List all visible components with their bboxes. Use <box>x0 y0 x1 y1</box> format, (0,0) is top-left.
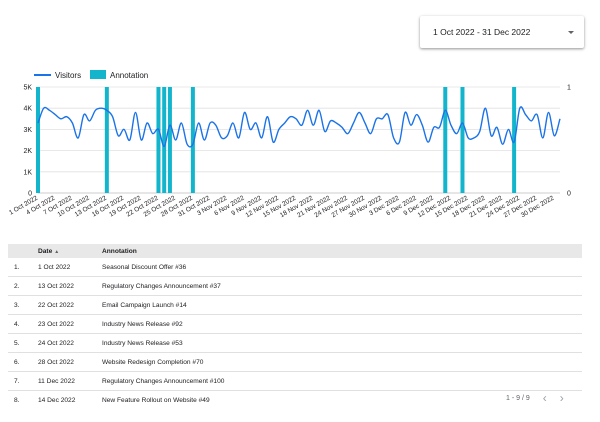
y-tick-label: 1K <box>23 169 32 176</box>
annotation-bar <box>156 87 161 193</box>
y-axis-labels: 0 1K 2K 3K 4K 5K <box>23 85 32 198</box>
table-row: 1. 1 Oct 2022 Seasonal Discount Offer #36 <box>8 258 582 277</box>
table-body: 1. 1 Oct 2022 Seasonal Discount Offer #36 2… <box>8 258 582 406</box>
chart-grid <box>38 86 560 194</box>
row-date: 14 Dec 2022 <box>38 396 76 404</box>
y-tick-label: 4K <box>23 106 32 113</box>
row-date: 11 Dec 2022 <box>38 377 75 385</box>
row-date: 28 Oct 2022 <box>38 358 74 366</box>
sort-ascending-icon: ▲ <box>54 248 60 255</box>
y-tick-label: 5K <box>23 85 32 92</box>
row-annotation: Seasonal Discount Offer #36 <box>102 263 187 271</box>
row-index: 7. <box>14 377 20 385</box>
row-index: 2. <box>14 282 20 290</box>
row-index: 1. <box>14 263 20 271</box>
date-column-header[interactable]: Date ▲ <box>38 247 60 255</box>
next-page-icon[interactable]: › <box>559 391 564 405</box>
chart-legend: Visitors Annotation <box>34 70 148 80</box>
annotation-bar <box>36 87 40 193</box>
pagination-label: 1 - 9 / 9 <box>506 394 530 402</box>
row-index: 8. <box>14 396 20 404</box>
legend-visitors-label: Visitors <box>55 71 81 80</box>
table-header: Date ▲ Annotation <box>8 244 582 258</box>
legend-annotation-label: Annotation <box>110 71 148 80</box>
annotation-bars <box>36 87 517 193</box>
date-range-label: 1 Oct 2022 - 31 Dec 2022 <box>433 27 531 37</box>
row-date: 1 Oct 2022 <box>38 263 71 271</box>
annotation-bar <box>190 87 195 193</box>
row-index: 4. <box>14 320 20 328</box>
annotation-bar <box>443 87 448 193</box>
row-date: 24 Oct 2022 <box>38 339 74 347</box>
row-annotation: Email Campaign Launch #14 <box>102 301 187 309</box>
annotation-bar <box>104 87 109 193</box>
legend-annotation-swatch <box>90 70 106 79</box>
row-annotation: Regulatory Changes Announcement #100 <box>102 377 225 385</box>
annotation-bar <box>162 87 167 193</box>
visitors-line <box>37 106 561 148</box>
row-date: 22 Oct 2022 <box>38 301 74 309</box>
row-annotation: Website Redesign Completion #70 <box>102 358 204 366</box>
annotation-column-header[interactable]: Annotation <box>102 247 137 255</box>
table-row: 6. 28 Oct 2022 Website Redesign Completion… <box>8 353 582 372</box>
row-index: 6. <box>14 358 20 366</box>
table-row: 4. 23 Oct 2022 Industry News Release #92 <box>8 315 582 334</box>
y-tick-label: 0 <box>28 191 32 198</box>
annotations-table: Date ▲ Annotation 1. 1 Oct 2022 Seasonal Di… <box>8 244 582 406</box>
y-tick-label: 3K <box>23 127 32 134</box>
table-row: 8. 14 Dec 2022 New Feature Rollout on Webs… <box>8 391 582 406</box>
row-index: 5. <box>14 339 20 347</box>
row-date: 13 Oct 2022 <box>38 282 74 290</box>
annotation-bar <box>167 87 172 193</box>
row-annotation: Industry News Release #92 <box>102 320 183 328</box>
row-annotation: Regulatory Changes Announcement #37 <box>102 282 221 290</box>
y2-tick-label: 1 <box>567 85 571 92</box>
table-row: 3. 22 Oct 2022 Email Campaign Launch #14 <box>8 296 582 315</box>
pagination: 1 - 9 / 9 ‹ › <box>506 391 564 405</box>
row-annotation: Industry News Release #53 <box>102 339 183 347</box>
row-annotation: New Feature Rollout on Website #49 <box>102 396 210 404</box>
date-range-picker[interactable]: 1 Oct 2022 - 31 Dec 2022 <box>420 16 584 48</box>
table-row: 2. 13 Oct 2022 Regulatory Changes Announce… <box>8 277 582 296</box>
annotation-bar <box>460 87 465 193</box>
y2-tick-label: 0 <box>567 191 571 198</box>
y-tick-label: 2K <box>23 148 32 155</box>
table-row: 7. 11 Dec 2022 Regulatory Changes Announce… <box>8 372 582 391</box>
row-date: 23 Oct 2022 <box>38 320 74 328</box>
row-index: 3. <box>14 301 20 309</box>
y2-axis-labels: 01 <box>567 85 571 198</box>
previous-page-icon[interactable]: ‹ <box>542 391 547 405</box>
table-row: 5. 24 Oct 2022 Industry News Release #53 <box>8 334 582 353</box>
dropdown-arrow-icon <box>568 30 574 34</box>
